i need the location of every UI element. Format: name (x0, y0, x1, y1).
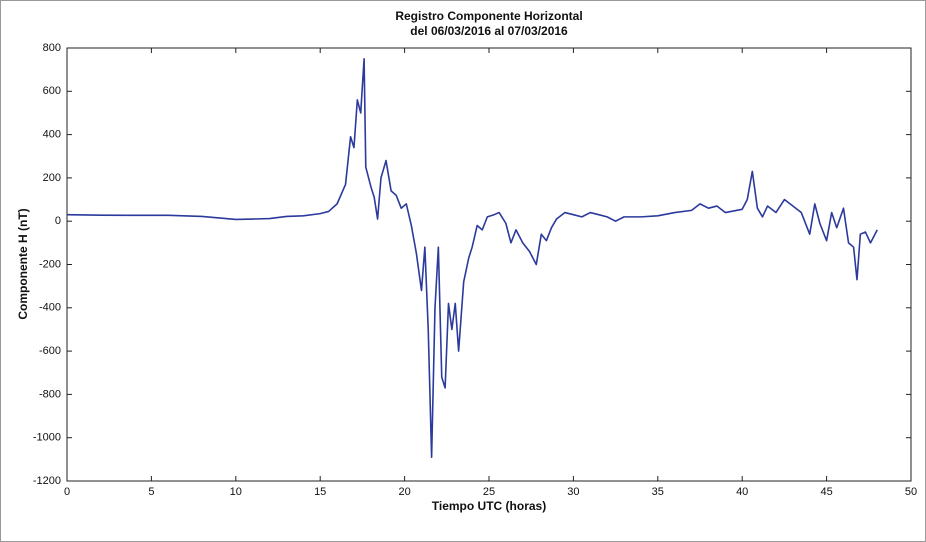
y-tick-label: -1200 (33, 475, 61, 487)
x-tick-label: 0 (64, 486, 70, 498)
y-axis-label: Componente H (nT) (16, 208, 30, 319)
y-tick-label: -800 (39, 388, 61, 400)
x-tick-label: 45 (820, 486, 832, 498)
x-tick-label: 40 (736, 486, 748, 498)
y-tick-label: 0 (55, 215, 61, 227)
x-tick-label: 30 (567, 486, 579, 498)
chart-title: Registro Componente Horizontal (395, 9, 582, 23)
x-tick-label: 20 (398, 486, 410, 498)
x-tick-label: 10 (230, 486, 242, 498)
x-tick-label: 25 (483, 486, 495, 498)
x-tick-label: 35 (652, 486, 664, 498)
x-axis-label: Tiempo UTC (horas) (432, 499, 546, 513)
plot-area (66, 47, 912, 482)
y-tick-label: 400 (43, 129, 61, 141)
x-tick-label: 5 (148, 486, 154, 498)
chart-subtitle: del 06/03/2016 al 07/03/2016 (410, 24, 568, 38)
y-tick-label: -600 (39, 345, 61, 357)
y-tick-label: 600 (43, 85, 61, 97)
x-tick-label: 15 (314, 486, 326, 498)
y-tick-label: 200 (43, 172, 61, 184)
y-tick-label: -400 (39, 302, 61, 314)
y-tick-label: -1000 (33, 432, 61, 444)
y-tick-label: 800 (43, 42, 61, 54)
x-tick-label: 50 (905, 486, 917, 498)
data-line (66, 58, 878, 458)
y-tick-label: -200 (39, 258, 61, 270)
